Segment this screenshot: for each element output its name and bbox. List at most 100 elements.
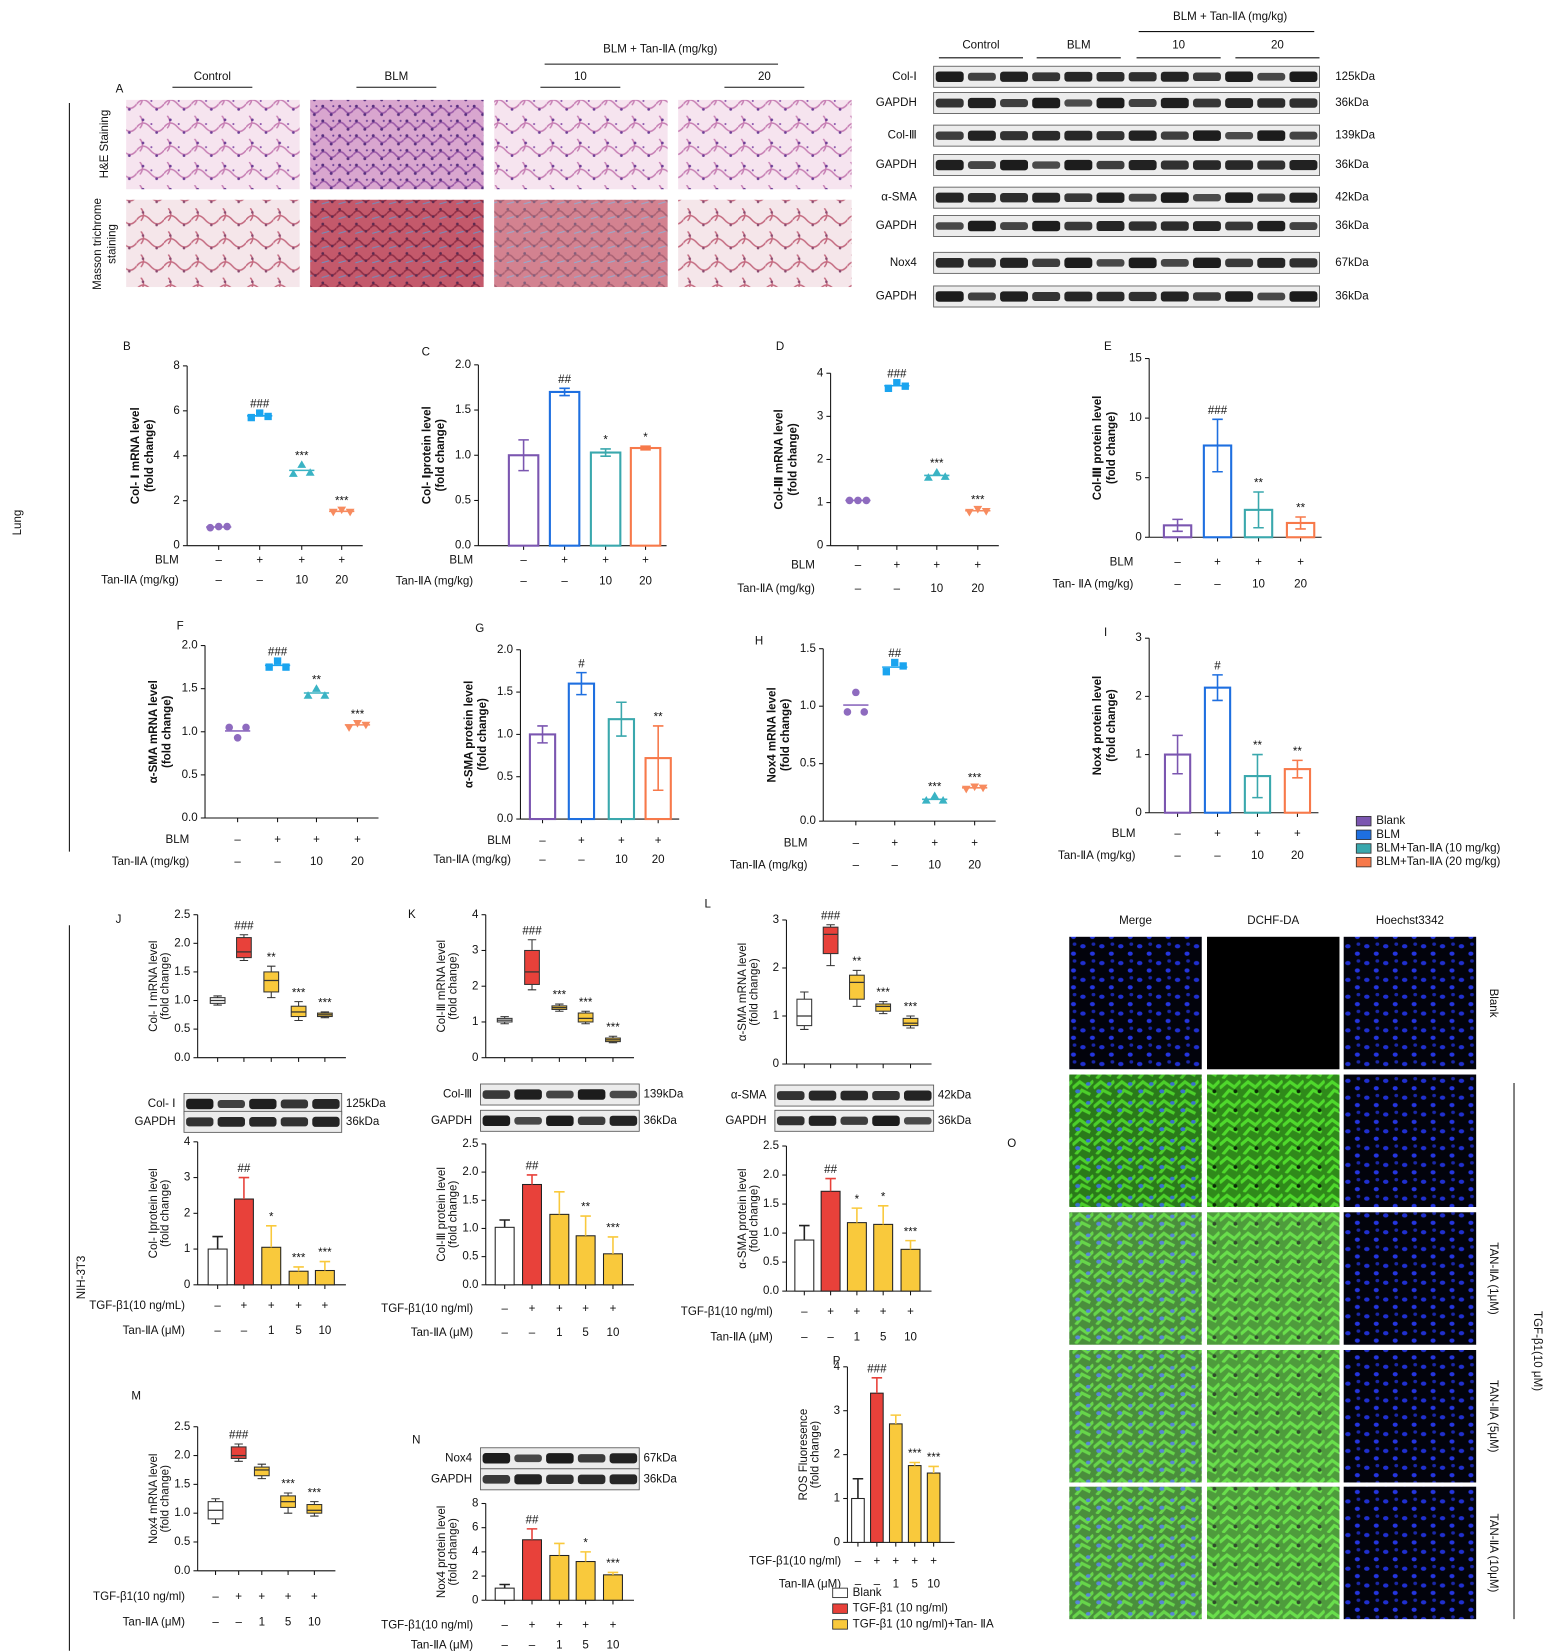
condition-value: – [539,854,546,866]
condition-value: – [855,560,862,572]
y-tick-label: 0.5 [455,495,471,507]
blot-band [1160,192,1189,203]
significance: ### [522,925,542,937]
condition-value: 5 [880,1331,886,1343]
blot-band [1257,292,1286,301]
fluorescence-image [1069,936,1202,1070]
blot-band [1064,221,1093,231]
panel-letter: G [475,623,484,635]
significance: ** [654,712,663,724]
blot-size: 36kDa [643,1115,677,1127]
y-axis-label: (fold change) [144,419,156,492]
condition-value: – [241,1325,248,1337]
y-tick-label: 1 [834,1493,840,1505]
condition-value: 10 [1251,850,1264,862]
data-point [353,719,362,728]
bar [548,390,581,547]
column-label: BLM [385,71,409,83]
y-tick-label: 2 [184,1207,190,1219]
blot-band [217,1116,245,1127]
blot-band [967,161,996,169]
y-axis-label: (fold change) [809,1421,821,1489]
blot-band [217,1099,245,1108]
y-tick-label: 1.5 [174,1478,190,1490]
condition-label: BLM [784,837,808,849]
legend-swatch [832,1603,848,1614]
bar [314,1269,335,1286]
bar [794,1239,815,1292]
y-axis-label: α-SMA protein level [463,681,475,788]
y-tick-label: 15 [1129,353,1142,365]
blot-label: GAPDH [431,1473,472,1485]
blot-band [1096,97,1125,109]
box [230,1446,247,1459]
data-point [345,508,355,517]
data-point [884,384,893,393]
blot-band [1289,71,1318,83]
blot-band [1064,257,1093,269]
y-tick-label: 0.5 [182,769,198,781]
y-tick-label: 2.0 [174,937,190,949]
y-axis-label: (fold change) [1106,689,1118,762]
error-bar [518,439,529,472]
fluorescence-image [1343,1486,1477,1620]
data-point [328,508,338,517]
y-tick-label: 2.5 [763,1140,779,1152]
row-label: TAN-ⅡA (1μM) [1487,1242,1499,1315]
y-tick-label: 1.5 [182,683,198,695]
blot-band [577,1089,606,1100]
condition-value: + [642,554,649,566]
y-tick-label: 2 [472,1570,478,1582]
legend-label: Blank [1376,815,1405,827]
significance: * [269,1211,274,1223]
y-tick-label: 0.0 [174,1565,190,1577]
panel-letter: A [116,83,124,95]
blot-band [1160,259,1189,267]
condition-value: + [1214,557,1221,569]
error-bar [607,1236,619,1254]
y-tick-label: 1 [817,497,823,509]
side-label: NIH-3T3 [76,1256,88,1300]
significance: ### [821,910,841,922]
blot-label: Nox4 [890,257,918,269]
blot-band [872,1115,900,1127]
y-axis-label: Nox4 mRNA level [766,687,778,782]
error-bar [1212,418,1223,473]
blot-strip [933,124,1320,147]
blot-band [1289,131,1318,140]
blot-band [312,1099,340,1109]
bar [907,1465,922,1543]
y-axis-label: Col-Ⅲ mRNA level [774,409,786,509]
blot-band [967,220,996,232]
significance: # [1214,660,1221,672]
panel-letter: M [131,1390,141,1402]
y-tick-label: 2 [773,962,779,974]
blot-band [1225,131,1254,140]
y-tick-label: 0 [1135,531,1141,543]
data-point [882,668,891,676]
masson-image [126,199,300,288]
y-axis-label: Nox4 protein level [436,1506,448,1598]
condition-value: – [235,1616,242,1628]
condition-value: 20 [968,859,981,871]
condition-value: + [1214,828,1221,840]
error-bar [580,1551,591,1562]
error-bar [825,1177,836,1192]
bar [549,1554,570,1601]
blot-band [1225,160,1254,170]
error-bar [526,1174,538,1185]
fluorescence-image [1207,1074,1340,1208]
condition-value: 10 [308,1616,321,1628]
y-axis-label: (fold change) [448,1518,460,1586]
blot-band [808,1115,837,1126]
bar [233,1198,254,1286]
blot-strip [933,154,1320,177]
bar [602,1574,623,1601]
condition-label: BLM [1112,828,1136,840]
y-tick-label: 2.0 [455,359,471,371]
condition-value: – [539,835,546,847]
significance: *** [318,1247,332,1259]
condition-value: + [880,1306,887,1318]
blot-size: 36kDa [1335,97,1369,109]
condition-value: + [911,1555,918,1567]
